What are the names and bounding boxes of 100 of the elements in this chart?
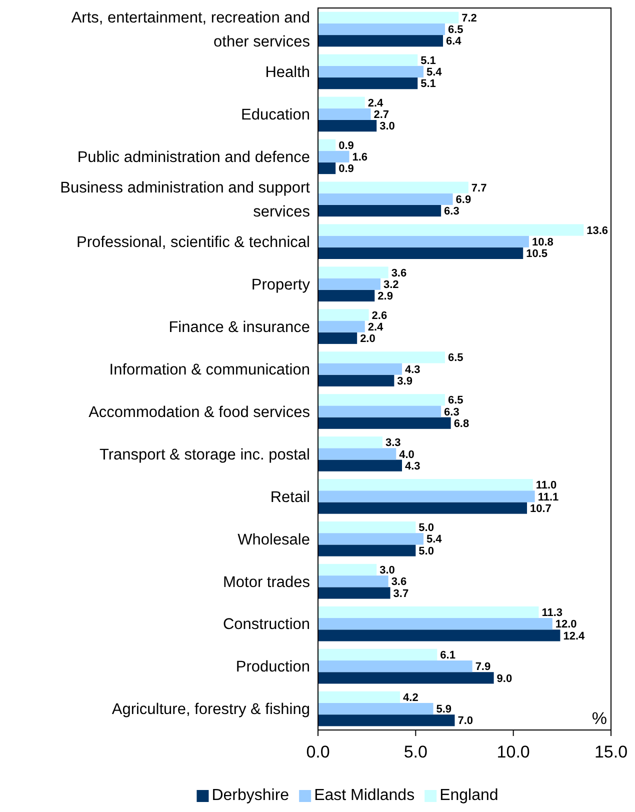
bar <box>318 150 350 162</box>
data-label: 3.6 <box>391 267 407 280</box>
data-label: 3.3 <box>385 437 401 450</box>
bar <box>318 78 418 90</box>
data-label: 1.6 <box>352 151 368 164</box>
x-tick-label: 15.0 <box>594 742 628 762</box>
bar <box>318 576 388 588</box>
data-label: 13.6 <box>586 224 608 237</box>
data-label: 4.3 <box>404 460 420 472</box>
bar <box>318 521 416 534</box>
y-tick-label: Wholesale <box>238 531 310 548</box>
y-tick-label: Property <box>251 276 310 294</box>
bar <box>318 12 459 24</box>
bar <box>318 702 434 715</box>
bar <box>318 96 365 108</box>
bar <box>318 374 394 386</box>
bar <box>318 236 529 248</box>
bar <box>318 672 494 684</box>
data-label: 6.3 <box>444 406 460 418</box>
bar <box>318 564 377 576</box>
data-label: 11.3 <box>542 607 563 620</box>
data-label: 10.8 <box>532 236 554 248</box>
data-label: 7.2 <box>462 12 477 24</box>
bar <box>318 290 375 302</box>
data-label: 3.9 <box>397 375 412 388</box>
data-label: 6.4 <box>446 36 462 48</box>
data-label: 6.5 <box>448 352 464 364</box>
data-label: 2.9 <box>378 290 393 303</box>
data-label: 6.5 <box>448 24 464 36</box>
bar <box>318 714 455 726</box>
bar <box>318 406 442 418</box>
bar <box>318 332 358 344</box>
bar <box>318 309 369 321</box>
y-tick-label: Transport & storage inc. postal <box>100 446 310 464</box>
bar <box>318 266 388 278</box>
bar <box>318 394 445 406</box>
data-label: 6.3 <box>444 206 460 218</box>
data-label: 3.7 <box>393 588 409 600</box>
data-label: 5.1 <box>420 78 436 90</box>
y-tick-label: Construction <box>222 616 310 634</box>
bar <box>318 35 444 47</box>
x-tick-label: 5.0 <box>404 742 428 762</box>
y-tick-label: Production <box>236 658 310 676</box>
data-label: 5.9 <box>436 704 452 716</box>
data-label: 2.4 <box>368 97 384 110</box>
data-label: 6.9 <box>456 194 472 206</box>
bar <box>318 660 472 672</box>
y-tick-label: Motor trades <box>222 574 310 591</box>
legend-label: East Midlands <box>314 787 415 804</box>
data-label: 12.0 <box>555 618 577 631</box>
x-axis-title: % <box>592 709 607 728</box>
bar <box>318 618 552 630</box>
x-tick-label: 0.0 <box>306 742 330 762</box>
data-label: 12.4 <box>563 630 586 642</box>
bar <box>318 182 468 194</box>
x-tick-label: 10.0 <box>496 742 530 762</box>
bar <box>318 587 390 599</box>
bar <box>318 606 539 618</box>
y-tick-label: Information & communication <box>109 361 310 378</box>
data-label: 11.0 <box>536 480 557 492</box>
bar <box>318 193 453 205</box>
bar <box>318 120 377 132</box>
data-label: 5.0 <box>418 522 434 534</box>
y-tick-label: Accommodation & food services <box>88 404 310 421</box>
bar <box>318 162 336 174</box>
data-label: 4.2 <box>403 692 418 704</box>
bar <box>318 502 528 514</box>
data-label: 11.1 <box>538 491 559 504</box>
data-label: 5.0 <box>418 545 434 558</box>
bar <box>318 247 524 259</box>
data-label: 7.0 <box>458 715 474 728</box>
data-label: 3.0 <box>380 120 395 133</box>
data-label: 3.2 <box>384 278 399 291</box>
data-label: 2.7 <box>374 109 390 122</box>
data-label: 0.9 <box>338 163 354 176</box>
legend-label: Derbyshire <box>212 787 290 804</box>
data-label: 2.6 <box>372 310 388 322</box>
bar <box>318 23 445 36</box>
data-label: 10.5 <box>526 248 548 260</box>
bar <box>318 363 402 375</box>
y-tick-label: Finance & insurance <box>168 318 310 336</box>
data-label: 9.0 <box>496 672 512 685</box>
bar <box>318 533 424 545</box>
data-label: 7.7 <box>471 182 487 194</box>
data-label: 5.1 <box>420 54 436 67</box>
bar <box>318 648 438 660</box>
bar <box>318 204 442 217</box>
data-label: 6.8 <box>454 418 470 430</box>
data-label: 6.5 <box>448 394 464 407</box>
y-tick-label: Business administration and support services <box>60 180 311 221</box>
bar <box>318 352 445 364</box>
bar <box>318 278 381 290</box>
data-label: 0.9 <box>338 140 354 152</box>
y-tick-label: Agriculture, forestry & fishing <box>112 701 310 718</box>
y-tick-label: Arts, entertainment, recreation and other services <box>71 10 310 51</box>
data-label: 5.4 <box>426 66 443 79</box>
bar <box>318 436 382 448</box>
data-label: 2.0 <box>360 332 376 345</box>
bar <box>318 108 371 120</box>
data-label: 7.9 <box>475 661 491 674</box>
